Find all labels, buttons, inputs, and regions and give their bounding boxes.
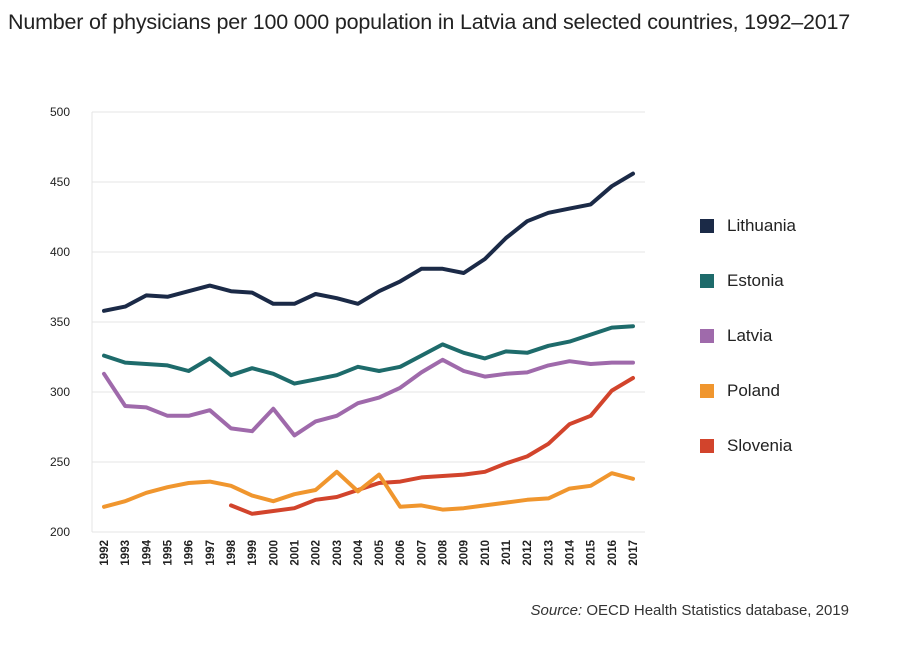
legend-item-estonia: Estonia <box>700 253 796 308</box>
x-tick-label: 2014 <box>565 539 577 565</box>
legend-label: Poland <box>727 380 780 400</box>
x-tick-label: 2016 <box>607 540 619 566</box>
legend-item-slovenia: Slovenia <box>700 418 796 473</box>
legend-swatch <box>700 438 714 453</box>
series-line-lithuania <box>102 171 635 313</box>
x-tick-label: 1999 <box>247 540 259 566</box>
source-label: Source: <box>530 602 583 619</box>
x-tick-label: 1998 <box>226 539 238 565</box>
chart-title: Number of physicians per 100 000 populat… <box>8 10 850 34</box>
series-line-latvia <box>102 357 635 438</box>
legend-swatch <box>700 218 714 233</box>
series-line-estonia <box>102 324 635 386</box>
y-tick-label: 450 <box>50 175 70 189</box>
x-axis-ticks: 1992 1993 1994 1995 1996 1997 1998 1999 2000 2001… <box>99 539 640 565</box>
x-tick-label: 1996 <box>184 540 196 566</box>
series-line-slovenia <box>229 376 635 516</box>
x-tick-label: 2002 <box>311 540 323 566</box>
source-note: Source: OECD Health Statistics database,… <box>530 602 849 619</box>
x-tick-label: 1997 <box>205 540 217 566</box>
legend-item-lithuania: Lithuania <box>700 198 796 253</box>
series-line-poland <box>102 469 635 512</box>
x-tick-label: 2008 <box>438 539 450 565</box>
series-lines <box>102 171 635 516</box>
x-tick-label: 2000 <box>268 540 280 566</box>
x-tick-label: 2013 <box>543 540 555 566</box>
gridlines <box>91 111 645 533</box>
legend-swatch <box>700 383 714 398</box>
x-tick-label: 2010 <box>480 540 492 566</box>
x-tick-label: 2005 <box>374 539 386 565</box>
y-tick-label: 500 <box>50 105 70 119</box>
x-tick-label: 1994 <box>141 539 153 565</box>
x-tick-label: 1992 <box>99 540 111 566</box>
legend-item-poland: Poland <box>700 363 796 418</box>
x-tick-label: 2009 <box>459 540 471 566</box>
x-tick-label: 1995 <box>162 539 174 565</box>
x-tick-label: 2003 <box>332 540 344 566</box>
legend-label: Latvia <box>727 325 773 345</box>
x-tick-label: 2017 <box>628 540 640 566</box>
x-tick-label: 2015 <box>586 539 598 565</box>
legend: Lithuania Estonia Latvia Poland Slovenia <box>700 198 796 473</box>
legend-label: Slovenia <box>727 435 793 455</box>
x-tick-label: 2006 <box>395 540 407 566</box>
y-tick-label: 250 <box>50 455 70 469</box>
x-tick-label: 1993 <box>120 540 132 566</box>
x-tick-label: 2012 <box>522 540 534 566</box>
legend-swatch <box>700 328 714 343</box>
y-axis-ticks: 200 250 300 350 400 450 500 <box>50 105 70 539</box>
x-tick-label: 2007 <box>416 540 428 566</box>
x-tick-label: 2004 <box>353 539 365 565</box>
y-tick-label: 350 <box>50 315 70 329</box>
y-tick-label: 400 <box>50 245 70 259</box>
legend-swatch <box>700 273 714 288</box>
legend-item-latvia: Latvia <box>700 308 796 363</box>
x-tick-label: 2011 <box>501 539 513 565</box>
source-text: OECD Health Statistics database, 2019 <box>582 602 849 619</box>
legend-label: Estonia <box>727 270 784 290</box>
y-tick-label: 200 <box>50 525 70 539</box>
legend-label: Lithuania <box>727 215 797 235</box>
x-tick-label: 2001 <box>289 539 301 565</box>
y-tick-label: 300 <box>50 385 70 399</box>
